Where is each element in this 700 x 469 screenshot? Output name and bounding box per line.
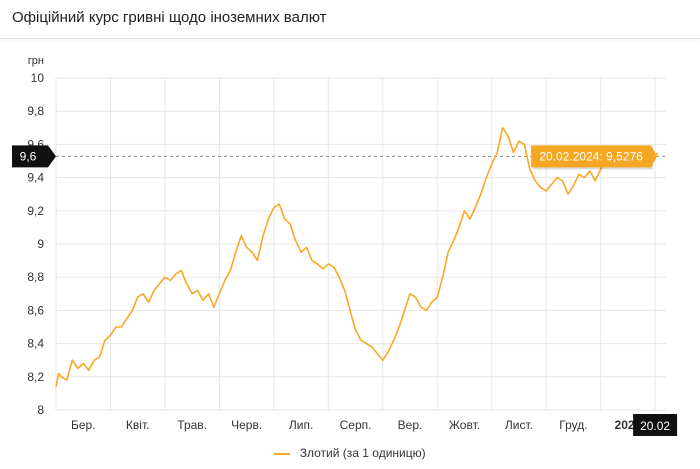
y-axis-unit: грн [28,55,44,67]
x-tick-label: Черв. [231,418,262,432]
x-crosshair-marker [633,414,678,436]
x-tick-label: Лип. [289,418,313,432]
series-line [55,127,659,387]
y-tick-label: 8,8 [27,270,44,284]
line-chart: 8 8,2 8,4 8,6 8,8 9 9,2 9,4 9,6 9,8 10 грн Бер. Квіт.… [12,55,678,436]
x-tick-label: Груд. [559,418,587,432]
y-tick-label: 9,4 [27,171,44,185]
chart-legend[interactable]: Злотий (за 1 одиницю) [0,446,700,460]
x-tick-label: Вер. [398,418,423,432]
y-crosshair-marker [12,145,56,168]
y-tick-label: 8,6 [27,303,44,317]
x-tick-label: Трав. [177,418,207,432]
x-tick-label: Лист. [505,418,533,432]
y-tick-label: 9,8 [27,104,44,118]
y-tick-label: 9,2 [27,204,44,218]
legend-swatch [274,452,291,455]
tooltip-box [531,145,658,168]
y-tick-label: 8,2 [27,370,44,384]
y-tick-label: 8 [37,403,44,417]
x-tick-label: Жовт. [449,418,480,432]
tooltip-label: 20.02.2024: 9,5276 [539,149,643,163]
x-tick-label: Бер. [71,418,96,432]
y-crosshair-label: 9,6 [20,149,37,163]
page-title: Офіційний курс гривні щодо іноземних вал… [12,9,327,26]
chart-header: Офіційний курс гривні щодо іноземних вал… [0,0,700,39]
legend-label: Злотий (за 1 одиницю) [299,446,426,460]
y-tick-label: 10 [31,71,45,85]
x-tick-label: Серп. [340,418,372,432]
y-tick-label: 9 [37,237,44,251]
x-crosshair-label: 20.02 [640,419,670,433]
x-tick-label: Квіт. [126,418,150,432]
y-tick-label: 8,4 [27,337,44,351]
